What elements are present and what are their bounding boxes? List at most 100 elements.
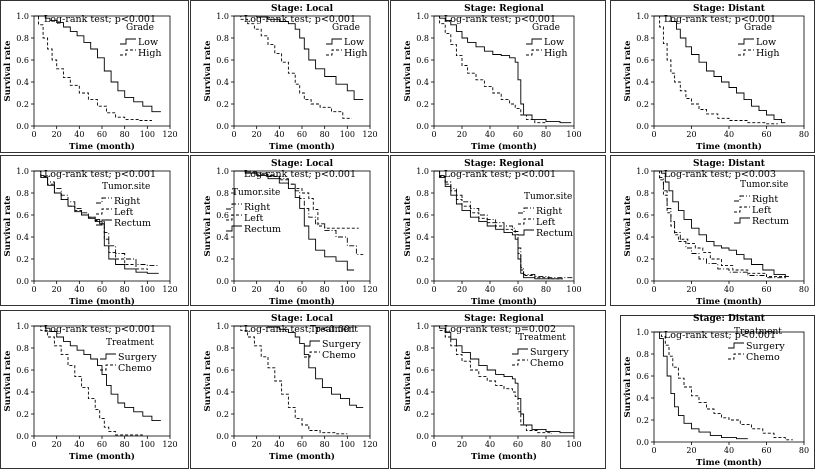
legend-entry: High xyxy=(138,48,162,59)
x-tick-label: 20 xyxy=(457,440,467,449)
x-tick-label: 0 xyxy=(31,440,36,449)
x-axis-title: Time (month) xyxy=(471,451,537,462)
survival-curve-left xyxy=(234,170,359,229)
km-panel-9: 0 20 40 60 80 100 120 0.0 0.2 0.4 0.6 0.8 1.0 Time (m… xyxy=(3,322,178,462)
legend-title: Tumor.site xyxy=(524,192,572,202)
panel-title: Stage: Local xyxy=(271,4,334,14)
x-tick-label: 0 xyxy=(231,285,236,294)
survival-curve-surgery xyxy=(434,325,574,434)
y-tick-label: 0.8 xyxy=(636,350,649,359)
legend-swatch xyxy=(518,218,534,225)
x-tick-label: 40 xyxy=(274,285,284,294)
km-panel-12: Stage: Distant 0 20 40 60 80 0.0 0.2 0.4 0.6 0.8 1.… xyxy=(623,314,809,468)
y-tick-label: 0.4 xyxy=(16,233,29,242)
y-tick-label: 0.4 xyxy=(416,78,429,87)
x-tick-label: 20 xyxy=(686,130,696,139)
x-tick-label: 0 xyxy=(431,440,436,449)
x-tick-label: 40 xyxy=(274,440,284,449)
legend-title: Grade xyxy=(126,23,154,33)
y-tick-label: 0.8 xyxy=(16,34,29,43)
x-tick-label: 80 xyxy=(120,285,130,294)
y-axis-title: Survival rate xyxy=(203,195,213,257)
y-axis-title: Survival rate xyxy=(203,350,213,412)
panel-title: Stage: Regional xyxy=(464,159,544,169)
km-panel-10: Stage: Local 0 20 40 60 80 100 120 0.0 0.2 0.4 0.6 0… xyxy=(203,314,378,462)
x-tick-label: 0 xyxy=(431,130,436,139)
x-axis-title: Time (month) xyxy=(69,451,135,462)
x-tick-label: 60 xyxy=(297,285,307,294)
y-tick-label: 1.0 xyxy=(16,12,29,21)
x-tick-label: 0 xyxy=(31,130,36,139)
x-tick-label: 80 xyxy=(799,130,809,139)
x-axis-title: Time (month) xyxy=(269,296,335,307)
x-tick-label: 40 xyxy=(485,130,495,139)
x-tick-label: 120 xyxy=(362,130,377,139)
panel-border-3 xyxy=(390,0,606,153)
x-axis-title: Time (month) xyxy=(69,141,135,152)
log-rank-annotation: Log-rank test; p<0.001 xyxy=(44,169,156,180)
panel-border-12 xyxy=(620,315,815,469)
y-tick-label: 0.6 xyxy=(636,56,649,65)
legend-entry: Surgery xyxy=(530,347,569,358)
x-axis-title: Time (month) xyxy=(471,296,537,307)
x-tick-label: 80 xyxy=(320,285,330,294)
km-panel-8: Stage: Distant 0 20 40 60 80 0.0 0.2 0.4 0.6 0.8 1.… xyxy=(623,159,809,307)
y-tick-label: 0.0 xyxy=(636,438,649,447)
km-panel-5: 0 20 40 60 80 100 120 0.0 0.2 0.4 0.6 0.8 1.0 Time (m… xyxy=(3,167,178,307)
legend-entry: Rectum xyxy=(244,224,281,235)
y-tick-label: 1.0 xyxy=(16,322,29,331)
y-tick-label: 0.0 xyxy=(416,122,429,131)
legend-title: Treatment xyxy=(106,338,154,348)
y-tick-label: 0.2 xyxy=(416,100,429,109)
x-tick-label: 60 xyxy=(513,285,523,294)
x-tick-label: 100 xyxy=(340,130,355,139)
x-tick-label: 100 xyxy=(566,440,581,449)
y-tick-label: 0.8 xyxy=(216,189,229,198)
x-tick-label: 0 xyxy=(231,440,236,449)
y-tick-label: 0.0 xyxy=(416,432,429,441)
legend-swatch xyxy=(96,208,112,215)
y-axis-title: Survival rate xyxy=(3,40,13,102)
panel-title: Stage: Distant xyxy=(693,314,766,324)
y-tick-label: 1.0 xyxy=(636,12,649,21)
x-tick-label: 80 xyxy=(120,130,130,139)
x-tick-label: 0 xyxy=(651,285,656,294)
y-tick-label: 0.0 xyxy=(416,277,429,286)
y-tick-label: 0.4 xyxy=(416,233,429,242)
x-tick-label: 60 xyxy=(513,440,523,449)
y-tick-label: 0.2 xyxy=(636,416,649,425)
x-tick-label: 80 xyxy=(120,440,130,449)
panel-border-6 xyxy=(190,155,389,306)
x-tick-label: 60 xyxy=(513,130,523,139)
legend-swatch xyxy=(526,49,542,56)
panel-title: Stage: Local xyxy=(271,314,334,324)
survival-curve-surgery xyxy=(654,331,748,440)
y-tick-label: 0.2 xyxy=(416,410,429,419)
x-tick-label: 120 xyxy=(162,440,177,449)
legend-swatch xyxy=(518,207,534,214)
y-tick-label: 0.2 xyxy=(16,255,29,264)
y-tick-label: 1.0 xyxy=(216,167,229,176)
y-tick-label: 0.8 xyxy=(16,344,29,353)
legend-entry: Rectum xyxy=(114,218,151,229)
legend-title: Tumor.site xyxy=(740,180,788,190)
y-tick-label: 0.2 xyxy=(636,255,649,264)
x-axis-title: Time (month) xyxy=(696,457,762,468)
y-tick-label: 0.2 xyxy=(16,100,29,109)
x-tick-label: 60 xyxy=(97,440,107,449)
x-tick-label: 20 xyxy=(52,440,62,449)
legend-swatch xyxy=(512,348,528,355)
y-tick-label: 0.4 xyxy=(216,233,229,242)
survival-curve-low xyxy=(434,15,572,124)
legend-title: Tumor.site xyxy=(102,182,150,192)
y-tick-label: 1.0 xyxy=(416,12,429,21)
panel-title: Stage: Regional xyxy=(464,4,544,14)
y-tick-label: 0.0 xyxy=(16,432,29,441)
x-tick-label: 20 xyxy=(686,285,696,294)
panel-title: Stage: Distant xyxy=(693,4,766,14)
legend-title: Grade xyxy=(744,23,772,33)
y-tick-label: 0.6 xyxy=(216,211,229,220)
y-tick-label: 0.8 xyxy=(16,189,29,198)
x-axis-title: Time (month) xyxy=(69,296,135,307)
